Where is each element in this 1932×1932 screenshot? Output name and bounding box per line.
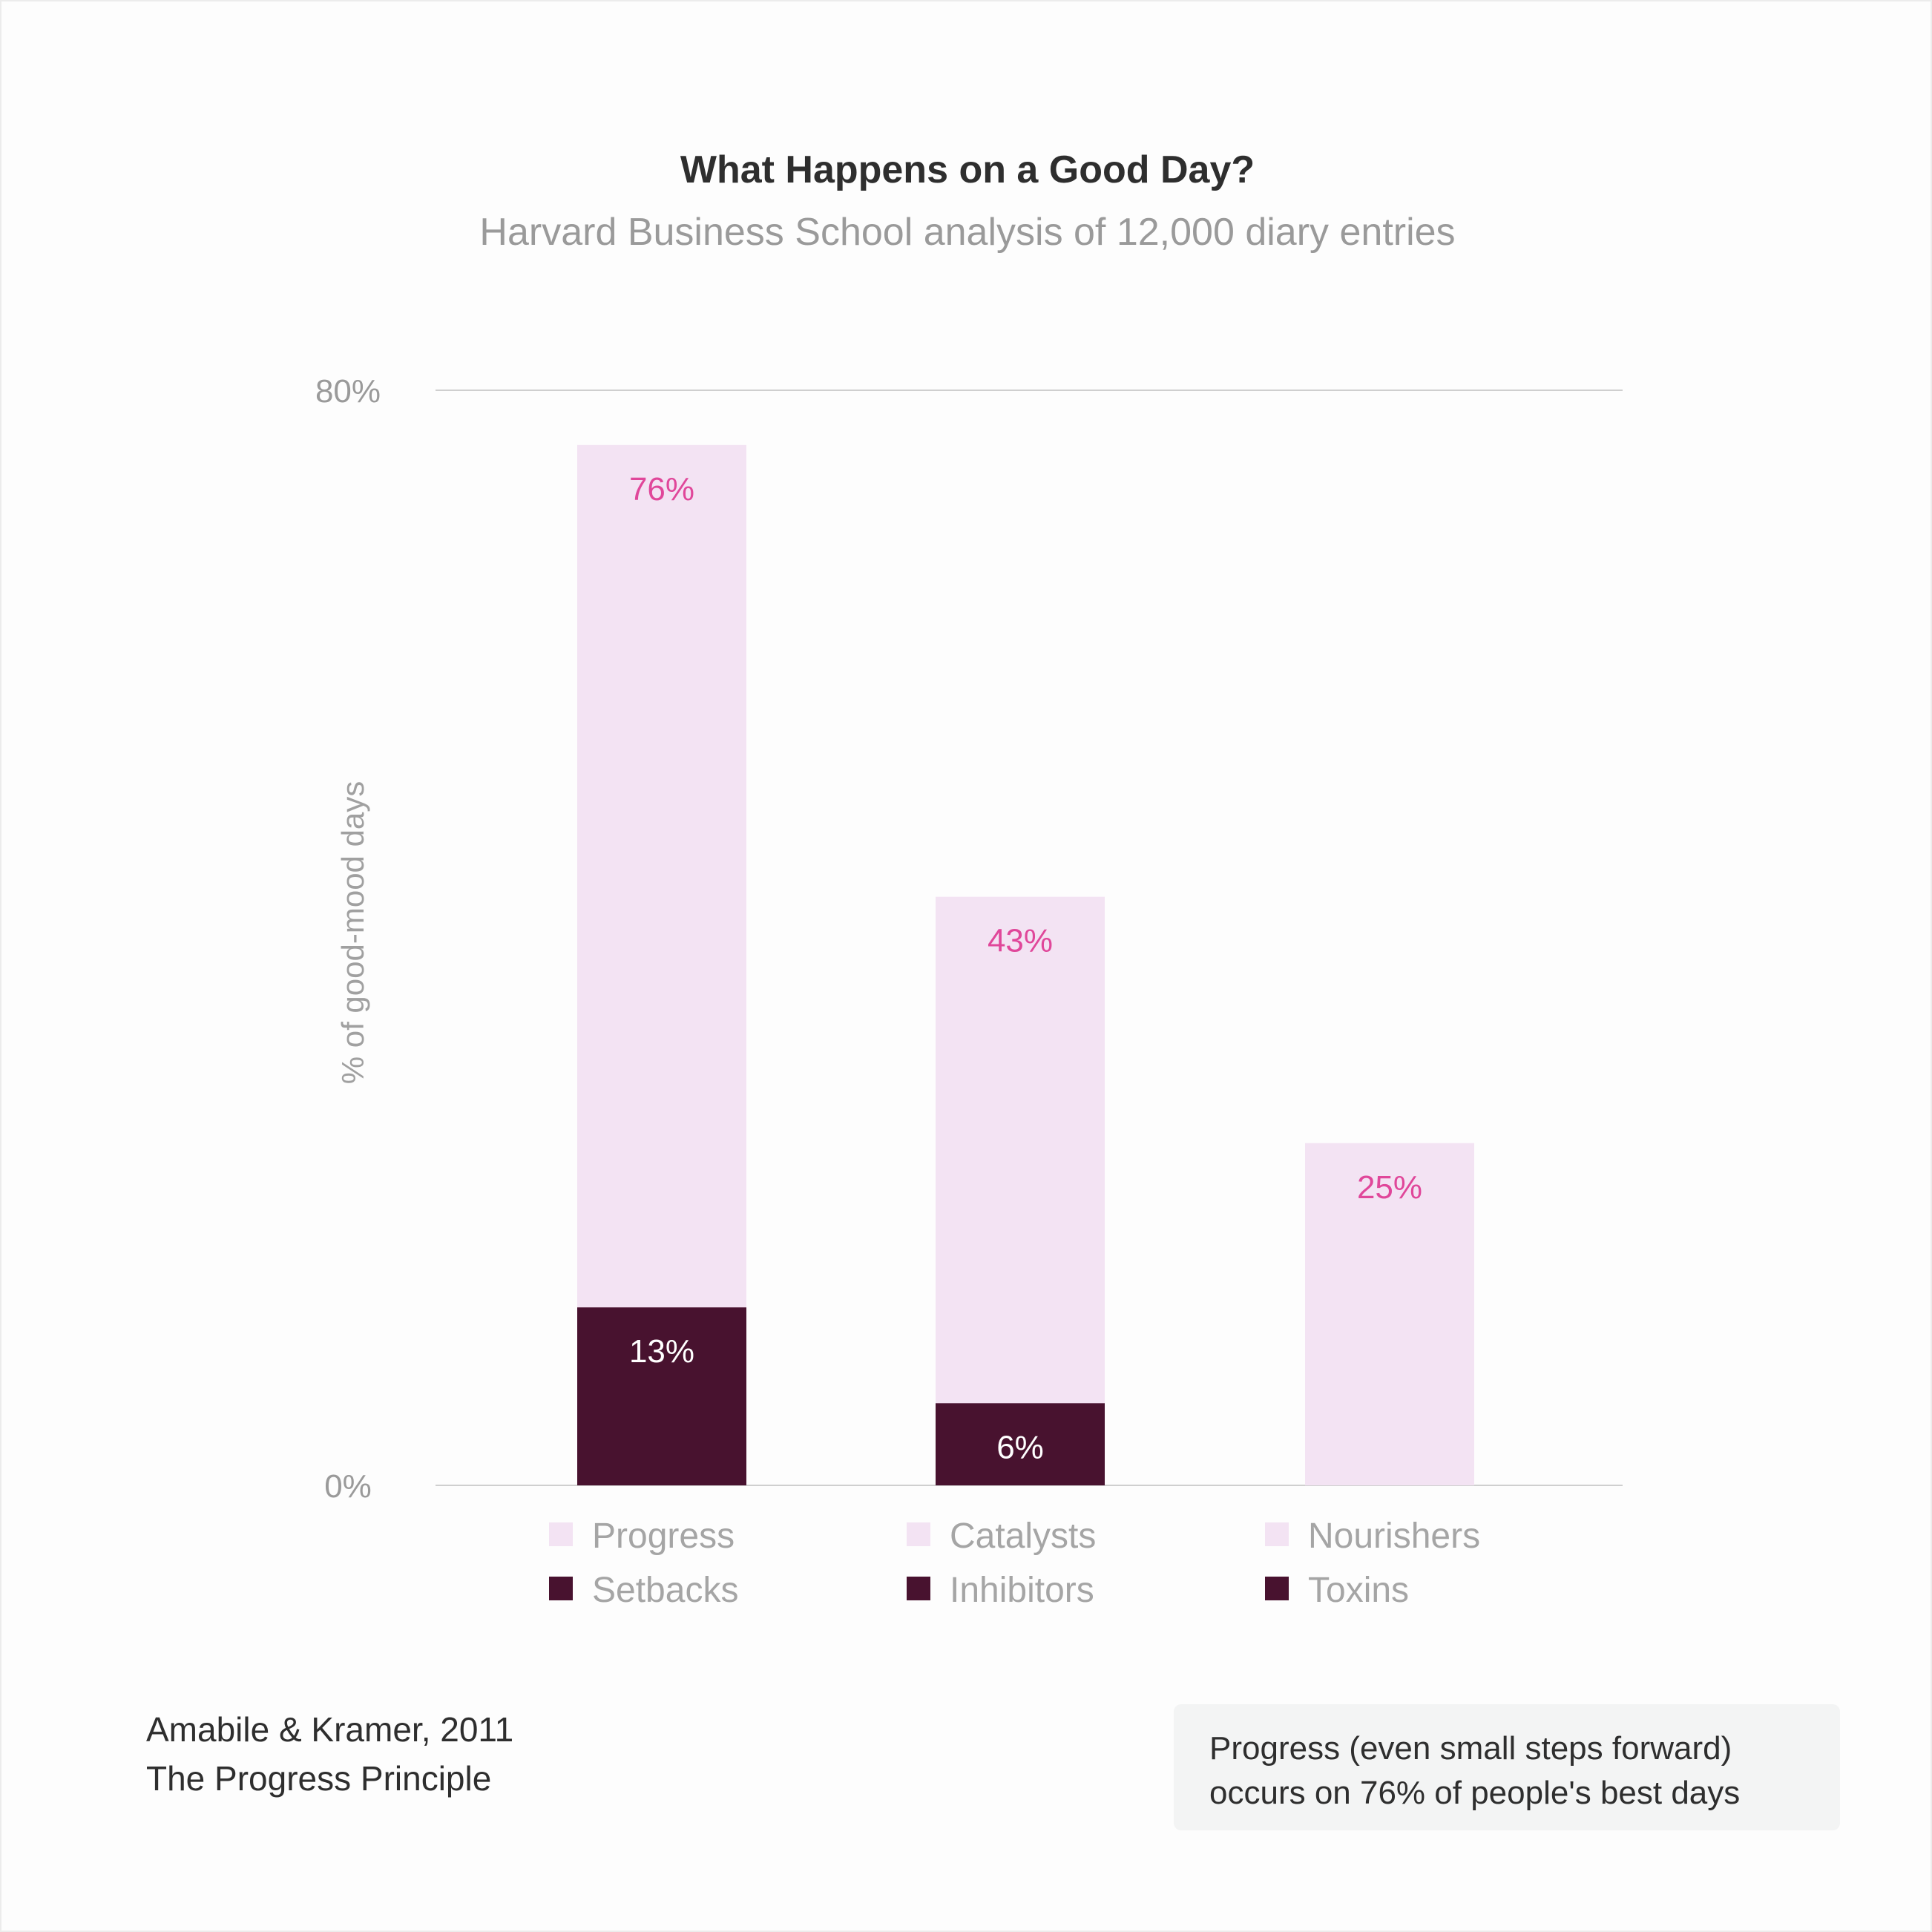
- bar-label-catalysts: 43%: [988, 923, 1053, 959]
- legend-label-catalysts: Catalysts: [950, 1517, 1096, 1556]
- bar-label-progress: 76%: [629, 471, 694, 507]
- legend-label-inhibitors: Inhibitors: [950, 1571, 1094, 1610]
- legend-label-progress: Progress: [592, 1517, 735, 1556]
- bar-inhibitors: [936, 1403, 1105, 1485]
- legend-swatch-toxins: [1265, 1577, 1289, 1600]
- bar-label-nourishers: 25%: [1357, 1169, 1422, 1206]
- legend-label-setbacks: Setbacks: [592, 1571, 738, 1610]
- legend-swatch-progress: [549, 1522, 573, 1546]
- callout-line-1: Progress (even small steps forward): [1209, 1730, 1732, 1767]
- bar-setbacks: [577, 1307, 746, 1485]
- legend-swatch-setbacks: [549, 1577, 573, 1600]
- legend-swatch-inhibitors: [907, 1577, 930, 1600]
- bar-label-inhibitors: 6%: [996, 1429, 1044, 1465]
- legend-label-toxins: Toxins: [1308, 1571, 1409, 1610]
- chart-title: What Happens on a Good Day?: [680, 148, 1255, 191]
- source-authors: Amabile & Kramer, 2011: [146, 1710, 514, 1749]
- legend-label-nourishers: Nourishers: [1308, 1517, 1480, 1556]
- bar-label-setbacks: 13%: [629, 1333, 694, 1370]
- bar-nourishers: [1305, 1143, 1474, 1485]
- callout-line-2: occurs on 76% of people's best days: [1209, 1775, 1741, 1811]
- legend-swatch-nourishers: [1265, 1522, 1289, 1546]
- legend-swatch-catalysts: [907, 1522, 930, 1546]
- callout-note: Progress (even small steps forward) occu…: [1174, 1704, 1840, 1830]
- y-axis-label: % of good-mood days: [335, 781, 370, 1085]
- chart-subtitle: Harvard Business School analysis of 12,0…: [479, 211, 1455, 254]
- y-tick-label: 80%: [315, 373, 381, 410]
- y-tick-label: 0%: [324, 1468, 372, 1505]
- bar-catalysts: [936, 896, 1105, 1485]
- source-book: The Progress Principle: [146, 1759, 492, 1798]
- source-citation: Amabile & Kramer, 2011 The Progress Prin…: [146, 1705, 513, 1803]
